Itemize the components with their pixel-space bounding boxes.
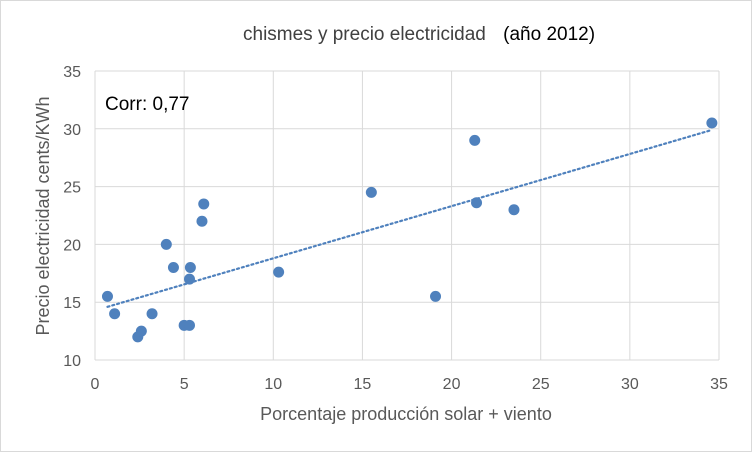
chart-title-main: chismes y precio electricidad [243, 24, 486, 45]
x-tick-label: 35 [710, 376, 728, 393]
x-tick-label: 30 [621, 376, 639, 393]
x-tick-label: 10 [264, 376, 282, 393]
x-tick-label: 0 [91, 376, 100, 393]
data-point [508, 204, 520, 216]
y-tick-label: 15 [63, 295, 81, 312]
data-point [196, 215, 208, 227]
correlation-annotation: Corr: 0,77 [105, 94, 189, 115]
y-tick-label: 25 [63, 180, 81, 197]
data-point [430, 290, 442, 302]
data-point [471, 197, 483, 209]
data-point [109, 308, 121, 320]
trendline-layer [106, 128, 713, 308]
data-point [101, 290, 113, 302]
data-point [167, 262, 179, 274]
data-point [365, 186, 377, 198]
y-tick-label: 20 [63, 237, 81, 254]
chart-title-year: (año 2012) [503, 24, 595, 45]
data-point [183, 273, 195, 285]
x-tick-label: 15 [354, 376, 372, 393]
data-point [160, 238, 172, 250]
data-point [198, 198, 210, 210]
y-axis-title: Precio electricidad cents/KWh [33, 96, 53, 335]
points-layer [101, 117, 718, 343]
y-tick-label: 10 [63, 353, 81, 370]
data-point [183, 319, 195, 331]
data-point [273, 266, 285, 278]
data-point [469, 134, 481, 146]
y-tick-label: 35 [63, 64, 81, 81]
x-axis-title: Porcentaje producción solar + viento [260, 404, 552, 424]
data-point [135, 325, 147, 337]
grid-layer [94, 70, 720, 361]
y-tick-label: 30 [63, 122, 81, 139]
data-point [706, 117, 718, 129]
data-point [184, 262, 196, 274]
x-tick-label: 5 [180, 376, 189, 393]
trendline [106, 128, 713, 308]
tick-labels: 0 5 10 15 20 25 30 35 10 15 20 25 30 35 [63, 64, 728, 393]
x-tick-label: 25 [532, 376, 550, 393]
chart-title: chismes y precio electricidad (año 2012) [243, 24, 595, 45]
x-tick-label: 20 [443, 376, 461, 393]
data-point [146, 308, 158, 320]
